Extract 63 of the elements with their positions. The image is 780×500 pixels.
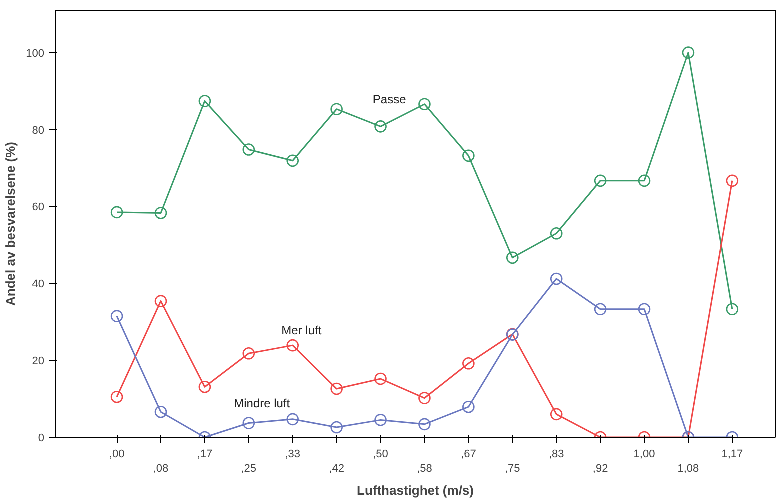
point: [330, 103, 343, 116]
point: [462, 358, 475, 370]
point: [198, 380, 212, 394]
series-label: Mer luft: [282, 323, 322, 338]
point: [506, 252, 519, 264]
point: [286, 339, 300, 352]
point: [726, 303, 739, 316]
point: [242, 417, 256, 430]
x-tick-label: ,00: [109, 448, 125, 460]
point: [462, 150, 475, 162]
x-axis-title: Lufthastighet (m/s): [357, 482, 474, 498]
x-tick-label: ,42: [329, 462, 344, 475]
point: [154, 406, 168, 418]
point: [594, 303, 607, 316]
y-tick-label: 40: [32, 278, 45, 291]
point: [154, 295, 168, 308]
point: [638, 303, 651, 316]
y-tick-label: 20: [32, 356, 45, 368]
point: [110, 390, 124, 404]
x-tick-label: ,67: [461, 448, 476, 460]
point: [242, 348, 256, 360]
point: [418, 392, 431, 404]
y-tick-label: 100: [26, 48, 45, 60]
point: [550, 272, 563, 286]
point: [286, 413, 300, 426]
x-tick-label: ,92: [592, 462, 608, 475]
point: [110, 310, 124, 322]
y-tick-label: 0: [38, 432, 45, 444]
x-tick-label: ,17: [197, 448, 213, 460]
point: [638, 174, 651, 188]
x-tick-label: ,08: [153, 462, 169, 475]
point: [374, 414, 387, 426]
x-tick-label: ,83: [548, 448, 564, 460]
series-label: Mindre luft: [234, 396, 291, 411]
point: [330, 382, 343, 396]
x-tick-label: ,25: [241, 462, 257, 475]
x-tick-label: ,33: [285, 448, 301, 460]
point: [418, 418, 431, 431]
point: [330, 421, 343, 434]
x-tick-label: 1,08: [678, 462, 700, 475]
point: [682, 46, 695, 59]
point: [594, 174, 607, 188]
y-axis-title: Andel av besvarelsene (%): [3, 142, 18, 306]
x-tick-label: ,58: [417, 462, 432, 475]
point: [154, 207, 168, 220]
point: [286, 154, 300, 168]
point: [462, 400, 475, 414]
x-tick-label: 1,00: [634, 448, 656, 460]
point: [726, 174, 739, 188]
x-tick-label: 1,17: [722, 448, 744, 460]
point: [374, 120, 387, 133]
point: [550, 227, 563, 240]
point: [198, 95, 212, 108]
y-tick-label: 80: [32, 124, 45, 137]
y-tick-label: 60: [32, 202, 45, 214]
point: [418, 98, 431, 110]
point: [242, 144, 256, 156]
x-tick-label: ,50: [373, 448, 388, 460]
x-tick-label: ,75: [504, 462, 520, 475]
point: [110, 206, 124, 219]
point: [550, 408, 563, 421]
point: [374, 372, 387, 386]
series-label: Passe: [372, 92, 407, 107]
